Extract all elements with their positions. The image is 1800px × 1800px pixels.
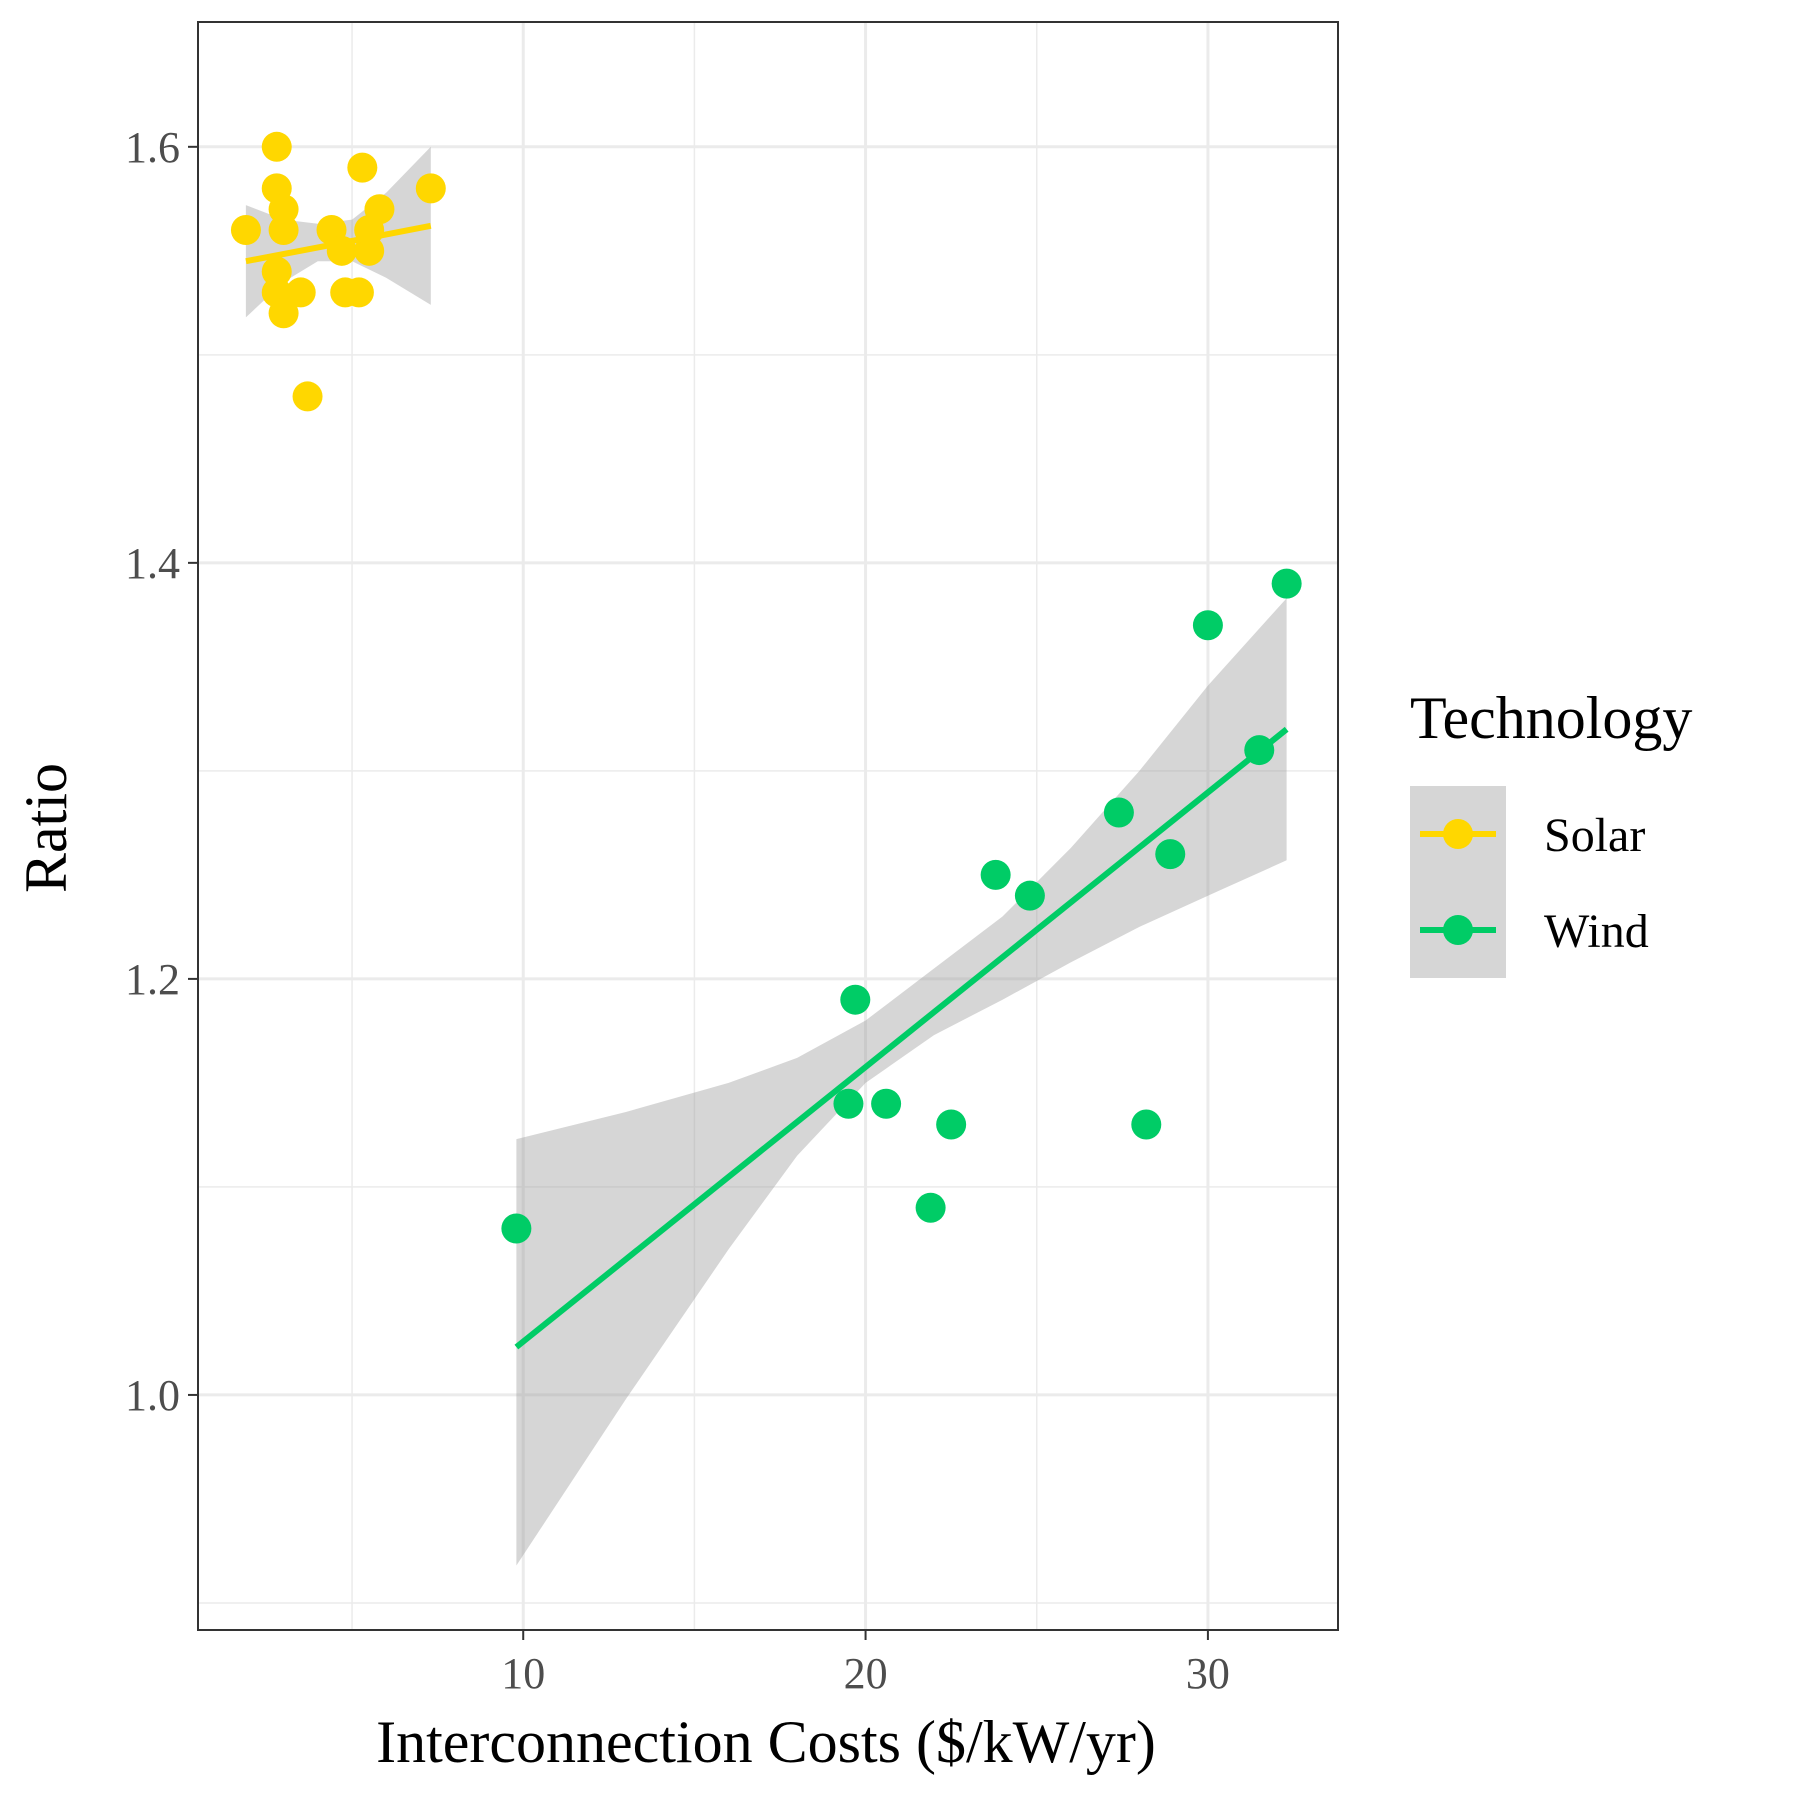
wind-point: [1244, 735, 1275, 766]
legend-label-wind: Wind: [1544, 905, 1649, 958]
y-tick-label: 1.2: [125, 955, 180, 1004]
x-tick-label: 10: [501, 1649, 545, 1698]
x-tick-label: 30: [1186, 1649, 1230, 1698]
solar-point: [364, 194, 395, 225]
minor-gridlines: [198, 22, 1338, 1630]
x-tick-label: 20: [844, 1649, 888, 1698]
data-points: [230, 131, 1302, 1244]
wind-point: [1103, 797, 1134, 828]
panel-border: [197, 21, 1339, 1631]
legend-key-wind-point: [1443, 915, 1473, 945]
wind-point: [936, 1109, 967, 1140]
y-tick-label: 1.4: [125, 539, 180, 588]
major-gridlines: [198, 22, 1338, 1630]
solar-point: [261, 131, 292, 162]
wind-point: [833, 1088, 864, 1119]
legend: Technology Solar Wind: [1410, 685, 1692, 978]
solar-point: [343, 277, 374, 308]
y-axis-title: Ratio: [13, 763, 79, 893]
legend-key-solar-point: [1443, 819, 1473, 849]
wind-point: [871, 1088, 902, 1119]
y-tick-label: 1.0: [125, 1371, 180, 1420]
legend-label-solar: Solar: [1544, 809, 1645, 862]
wind-point: [1271, 568, 1302, 599]
solar-point: [347, 152, 378, 183]
solar-point: [326, 235, 357, 266]
x-axis-title: Interconnection Costs ($/kW/yr): [376, 1709, 1156, 1775]
solar-point: [292, 381, 323, 412]
wind-point: [980, 859, 1011, 890]
solar-point: [268, 215, 299, 246]
solar-point: [261, 256, 292, 287]
y-axis-ticks: 1.0 1.2 1.4 1.6: [125, 123, 198, 1420]
wind-point: [840, 984, 871, 1015]
y-tick-label: 1.6: [125, 123, 180, 172]
solar-point: [268, 298, 299, 329]
wind-point: [915, 1192, 946, 1223]
wind-point: [501, 1213, 532, 1244]
solar-point: [354, 235, 385, 266]
solar-point: [268, 194, 299, 225]
wind-point: [1192, 610, 1223, 641]
wind-point: [1131, 1109, 1162, 1140]
solar-point: [230, 215, 261, 246]
wind-confidence-band: [516, 598, 1287, 1566]
solar-point: [285, 277, 316, 308]
legend-title: Technology: [1410, 685, 1692, 751]
wind-point: [1155, 839, 1186, 870]
x-axis-ticks: 10 20 30: [501, 1630, 1230, 1698]
wind-fit-line: [514, 726, 1289, 1350]
solar-point: [415, 173, 446, 204]
legend-keys: Solar Wind: [1410, 786, 1649, 978]
wind-point: [1014, 880, 1045, 911]
